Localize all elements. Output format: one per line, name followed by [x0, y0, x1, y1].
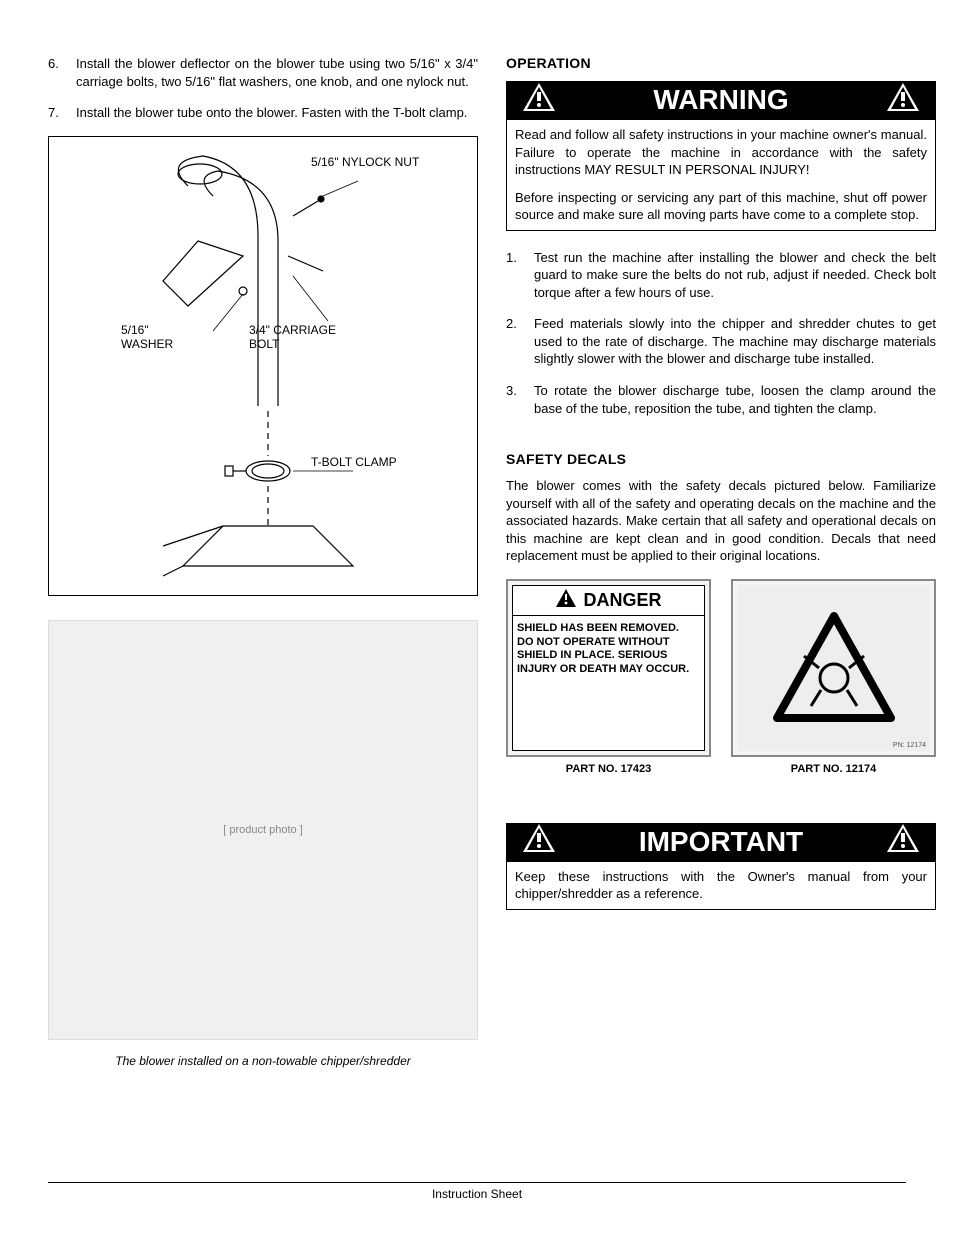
diagram-label-carriage: 3/4" CARRIAGE BOLT: [249, 323, 349, 351]
step-text: Feed materials slowly into the chipper a…: [534, 315, 936, 368]
hazard-triangle-icon: [769, 608, 899, 728]
step-number: 3.: [506, 382, 534, 417]
important-header: IMPORTANT: [507, 824, 935, 862]
operation-heading: OPERATION: [506, 55, 936, 71]
alert-triangle-icon: [885, 81, 921, 120]
page-footer: Instruction Sheet: [48, 1182, 906, 1201]
important-box: IMPORTANT Keep these instructions with t…: [506, 823, 936, 910]
alert-triangle-icon: [521, 822, 557, 861]
decal-danger-title: DANGER: [583, 590, 661, 611]
right-column: OPERATION WARNING Read and follow all sa…: [506, 55, 936, 1068]
decal-2-partno: PART NO. 12174: [731, 763, 936, 775]
warning-header: WARNING: [507, 82, 935, 120]
decal-2-pn-small: PN: 12174: [893, 742, 926, 749]
op-step-3: 3. To rotate the blower discharge tube, …: [506, 382, 936, 417]
op-step-2: 2. Feed materials slowly into the chippe…: [506, 315, 936, 368]
decal-1-partno: PART NO. 17423: [506, 763, 711, 775]
warning-para-2: Before inspecting or servicing any part …: [515, 189, 927, 224]
left-column: 6. Install the blower deflector on the b…: [48, 55, 478, 1068]
step-number: 7.: [48, 104, 76, 122]
decal-2: PN: 12174 PART NO. 12174: [731, 579, 936, 775]
two-column-layout: 6. Install the blower deflector on the b…: [48, 55, 906, 1068]
step-text: Test run the machine after installing th…: [534, 249, 936, 302]
step-number: 2.: [506, 315, 534, 368]
step-6: 6. Install the blower deflector on the b…: [48, 55, 478, 90]
decal-1-image: DANGER SHIELD HAS BEEN REMOVED. DO NOT O…: [506, 579, 711, 757]
important-title: IMPORTANT: [639, 826, 803, 858]
step-text: Install the blower deflector on the blow…: [76, 55, 478, 90]
step-text: Install the blower tube onto the blower.…: [76, 104, 478, 122]
alert-triangle-icon: [885, 822, 921, 861]
warning-para-1: Read and follow all safety instructions …: [515, 126, 927, 179]
diagram-label-tbolt: T-BOLT CLAMP: [311, 455, 397, 469]
decals-row: DANGER SHIELD HAS BEEN REMOVED. DO NOT O…: [506, 579, 936, 775]
important-body: Keep these instructions with the Owner's…: [507, 862, 935, 909]
warning-title: WARNING: [653, 84, 788, 116]
warning-box: WARNING Read and follow all safety instr…: [506, 81, 936, 231]
decal-2-image: PN: 12174: [731, 579, 936, 757]
step-number: 1.: [506, 249, 534, 302]
photo-caption: The blower installed on a non-towable ch…: [48, 1054, 478, 1068]
warning-body: Read and follow all safety instructions …: [507, 120, 935, 230]
diagram-label-washer: 5/16" WASHER: [121, 323, 191, 351]
photo-placeholder-text: [ product photo ]: [223, 824, 303, 836]
product-photo: [ product photo ]: [48, 620, 478, 1040]
step-7: 7. Install the blower tube onto the blow…: [48, 104, 478, 122]
step-number: 6.: [48, 55, 76, 90]
decal-danger-body: SHIELD HAS BEEN REMOVED. DO NOT OPERATE …: [512, 616, 705, 751]
decal-1: DANGER SHIELD HAS BEEN REMOVED. DO NOT O…: [506, 579, 711, 775]
diagram-label-nylock: 5/16" NYLOCK NUT: [311, 155, 419, 169]
install-steps-list: 6. Install the blower deflector on the b…: [48, 55, 478, 122]
alert-triangle-icon: [521, 81, 557, 120]
safety-decals-para: The blower comes with the safety decals …: [506, 477, 936, 565]
assembly-diagram: 5/16" NYLOCK NUT 5/16" WASHER 3/4" CARRI…: [48, 136, 478, 596]
alert-triangle-icon: [555, 588, 577, 613]
safety-decals-heading: SAFETY DECALS: [506, 451, 936, 467]
step-text: To rotate the blower discharge tube, loo…: [534, 382, 936, 417]
decal-danger-header: DANGER: [512, 585, 705, 616]
important-para: Keep these instructions with the Owner's…: [515, 868, 927, 903]
diagram-svg: [93, 146, 433, 586]
operation-steps-list: 1. Test run the machine after installing…: [506, 249, 936, 417]
op-step-1: 1. Test run the machine after installing…: [506, 249, 936, 302]
